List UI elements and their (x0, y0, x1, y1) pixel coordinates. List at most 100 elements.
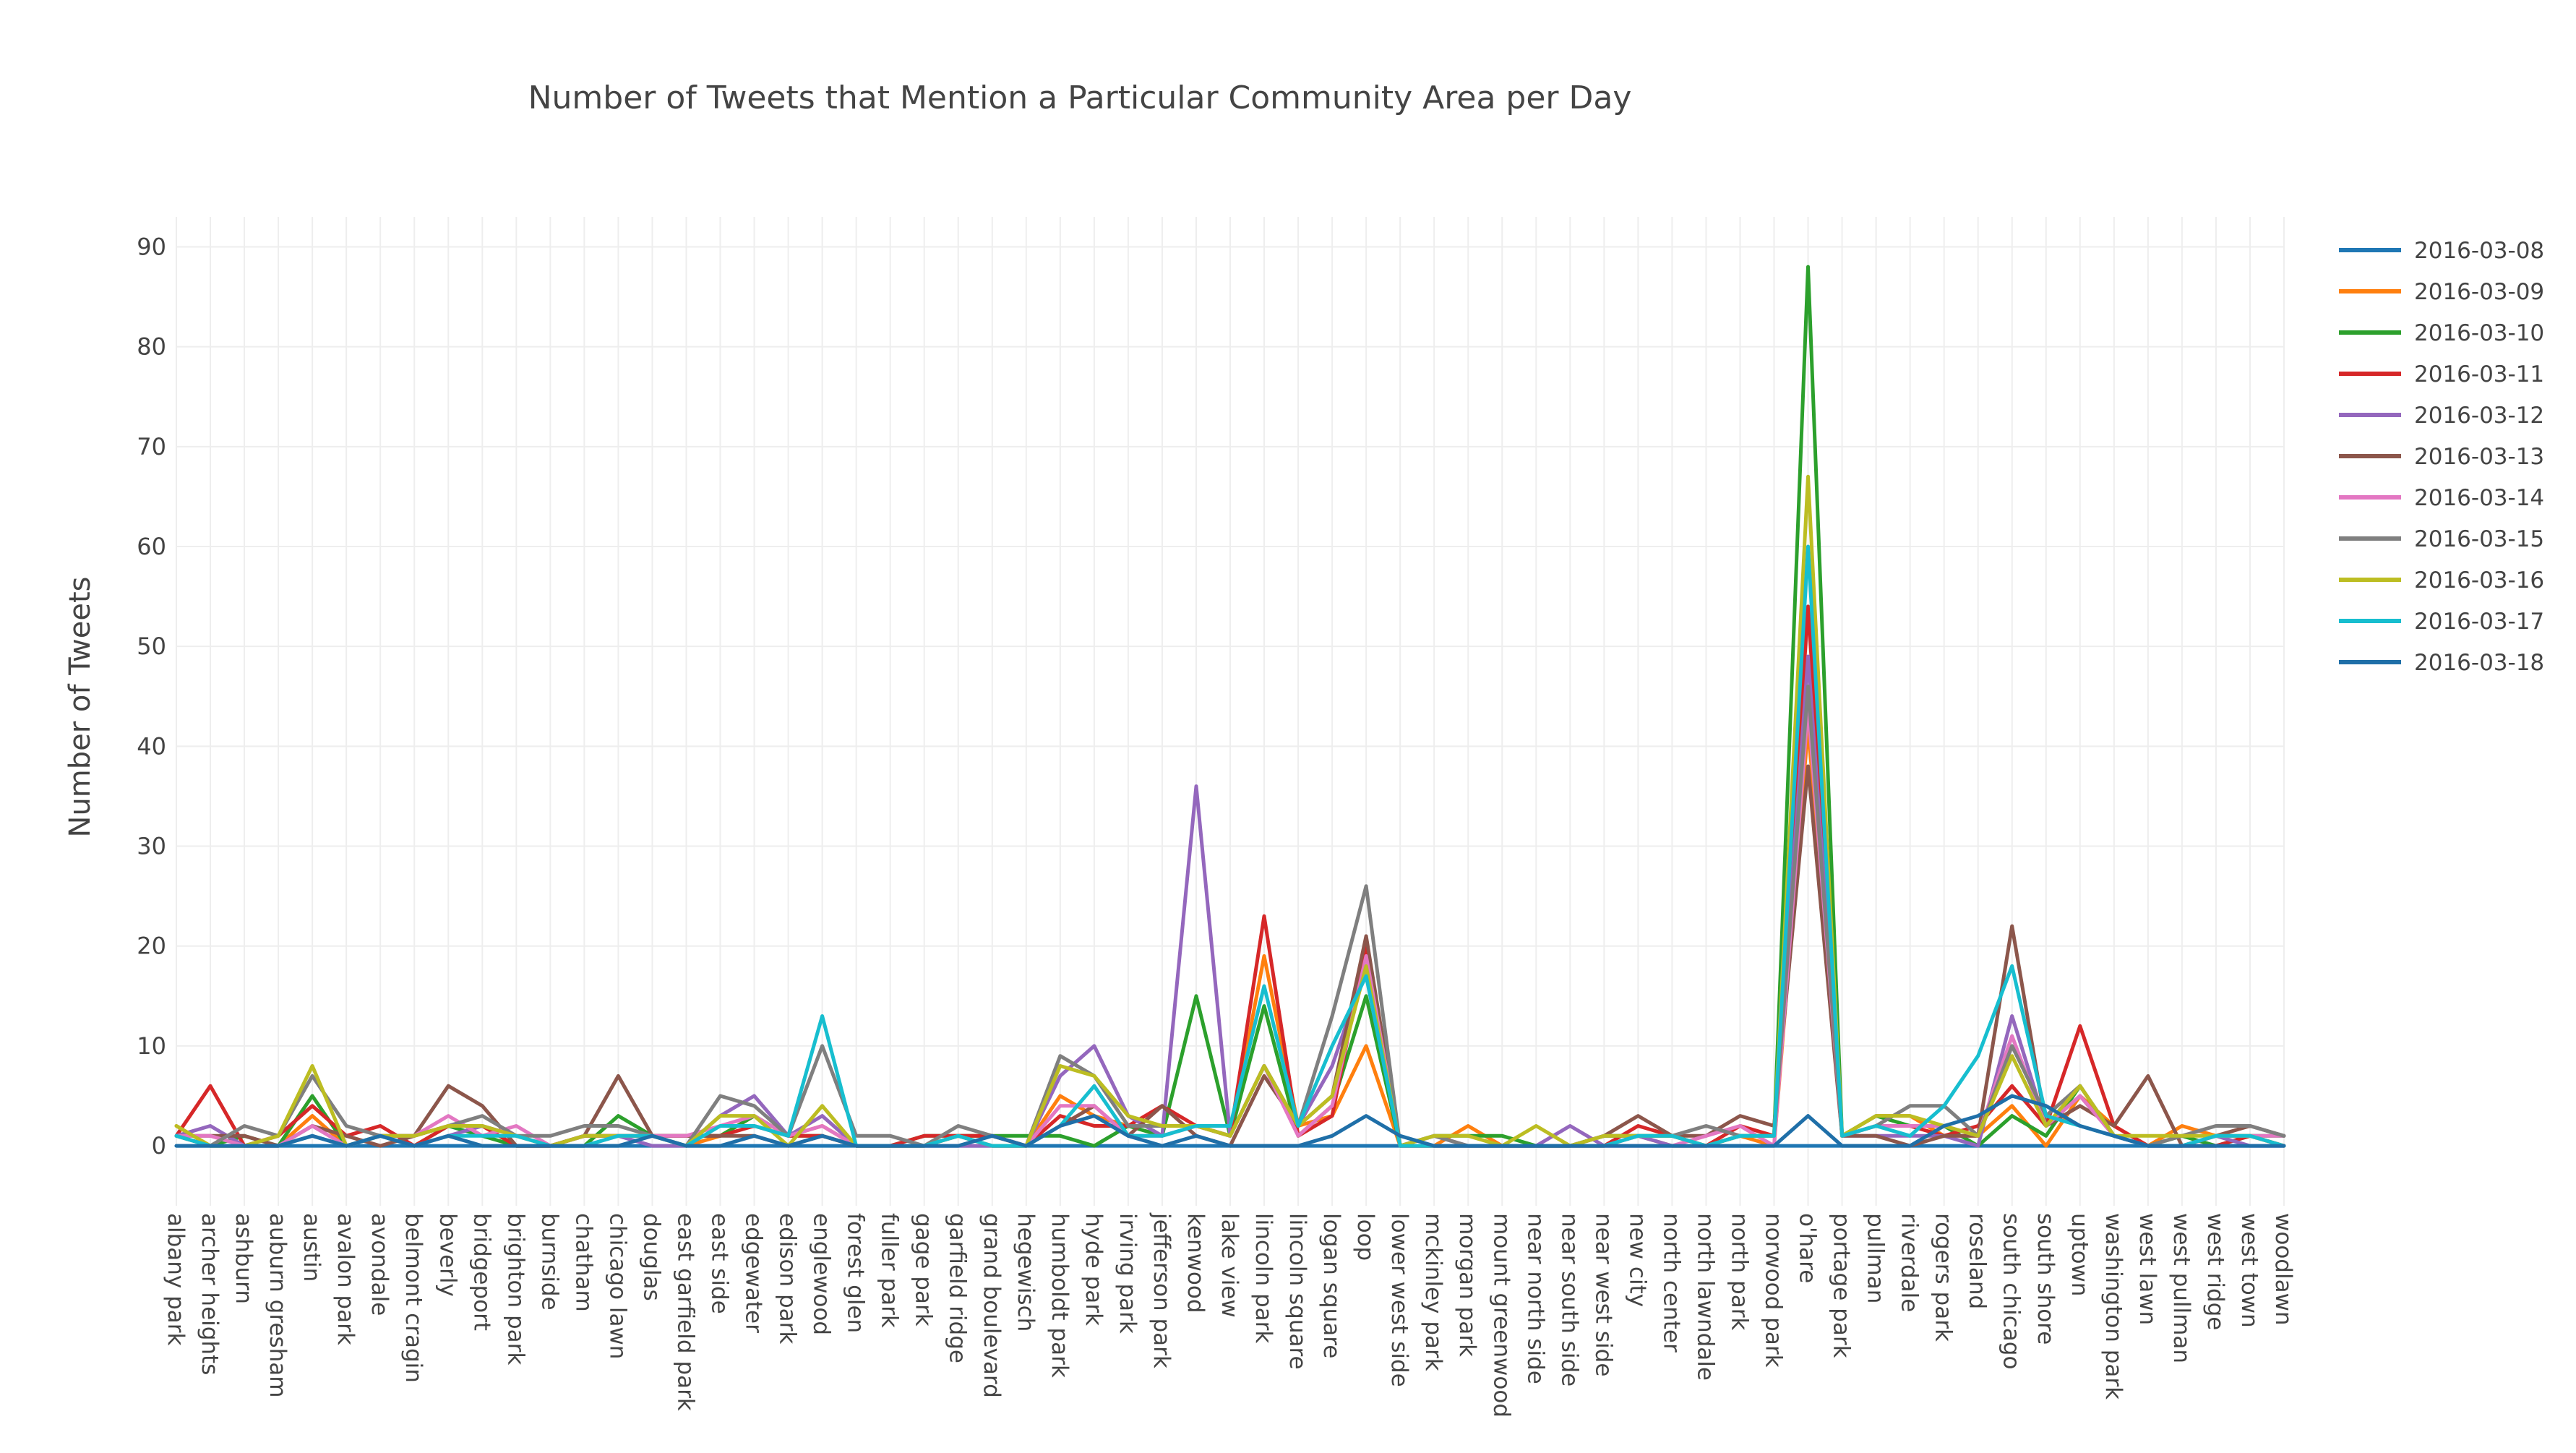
x-tick-label: ashburn (231, 1213, 257, 1304)
x-tick-label: kenwood (1182, 1213, 1208, 1313)
legend-label: 2016-03-13 (2414, 444, 2544, 470)
x-tick-label: gage park (911, 1213, 937, 1326)
legend-item-2016-03-18[interactable]: 2016-03-18 (2339, 650, 2544, 676)
legend-item-2016-03-17[interactable]: 2016-03-17 (2339, 609, 2544, 635)
x-tick-label: auburn gresham (265, 1213, 291, 1397)
legend-item-2016-03-10[interactable]: 2016-03-10 (2339, 320, 2544, 346)
series-line-2016-03-17 (174, 544, 2286, 1148)
chart-title: Number of Tweets that Mention a Particul… (528, 80, 1632, 116)
legend-item-2016-03-08[interactable]: 2016-03-08 (2339, 238, 2544, 264)
grid-layer (176, 217, 2285, 1206)
x-tick-label: bridgeport (468, 1213, 494, 1331)
x-tick-label: logan square (1318, 1213, 1344, 1358)
x-tick-label: forest glen (843, 1213, 869, 1333)
y-tick-label: 90 (137, 233, 166, 260)
x-tick-label: o'hare (1795, 1213, 1821, 1283)
x-tick-label: avalon park (332, 1213, 359, 1345)
x-tick-label: irving park (1115, 1213, 1141, 1334)
series-layer (174, 265, 2286, 1148)
x-tick-label: south chicago (1998, 1213, 2025, 1369)
x-tick-label: douglas (638, 1213, 664, 1301)
x-tick-label: beverly (434, 1213, 460, 1297)
legend-item-2016-03-13[interactable]: 2016-03-13 (2339, 444, 2544, 470)
y-axis-title: Number of Tweets (64, 577, 97, 838)
y-tick-label: 0 (152, 1132, 166, 1160)
x-tick-label: lincoln park (1250, 1213, 1276, 1343)
y-tick-label: 30 (137, 833, 166, 860)
y-tick-label: 70 (137, 433, 166, 460)
x-tick-label: mount greenwood (1488, 1213, 1514, 1418)
x-tick-label: grand boulevard (979, 1213, 1005, 1398)
x-tick-label: north park (1726, 1213, 1752, 1330)
x-tick-label: pullman (1863, 1213, 1889, 1303)
legend-item-2016-03-12[interactable]: 2016-03-12 (2339, 403, 2544, 429)
legend[interactable]: 2016-03-08 2016-03-09 2016-03-10 2016-03-11… (2339, 238, 2544, 676)
x-axis-ticks: albany park archer heights ashburn auburn g… (163, 1212, 2296, 1418)
x-tick-label: mckinley park (1420, 1213, 1446, 1371)
x-tick-label: roseland (1965, 1213, 1991, 1309)
y-tick-label: 80 (137, 333, 166, 361)
x-tick-label: west pullman (2168, 1213, 2194, 1363)
x-tick-label: chatham (570, 1213, 596, 1312)
legend-item-2016-03-15[interactable]: 2016-03-15 (2339, 526, 2544, 552)
x-tick-label: hegewisch (1013, 1213, 1039, 1332)
legend-label: 2016-03-14 (2414, 485, 2544, 511)
x-tick-label: near south side (1556, 1213, 1582, 1386)
x-tick-label: south shore (2032, 1213, 2058, 1345)
legend-label: 2016-03-11 (2414, 361, 2544, 387)
x-tick-label: austin (299, 1213, 325, 1282)
x-tick-label: hyde park (1081, 1213, 1107, 1326)
x-tick-label: norwood park (1761, 1213, 1787, 1368)
x-tick-label: englewood (809, 1213, 835, 1335)
y-axis-ticks: 0 10 20 30 40 50 60 70 80 90 (137, 233, 166, 1160)
legend-label: 2016-03-10 (2414, 320, 2544, 346)
y-tick-label: 20 (137, 933, 166, 960)
y-tick-label: 60 (137, 533, 166, 560)
x-tick-label: lower west side (1386, 1213, 1412, 1387)
x-tick-label: new city (1624, 1213, 1650, 1307)
legend-item-2016-03-16[interactable]: 2016-03-16 (2339, 567, 2544, 593)
x-tick-label: jefferson park (1149, 1212, 1175, 1368)
x-tick-label: west lawn (2134, 1213, 2160, 1325)
x-tick-label: rogers park (1931, 1213, 1957, 1342)
x-tick-label: east side (707, 1213, 733, 1314)
y-tick-label: 10 (137, 1032, 166, 1060)
x-tick-label: washington park (2100, 1213, 2126, 1400)
x-tick-label: loop (1352, 1213, 1378, 1261)
x-tick-label: chicago lawn (604, 1213, 630, 1359)
x-tick-label: belmont cragin (400, 1213, 426, 1383)
x-tick-label: east garfield park (672, 1213, 698, 1411)
x-tick-label: edison park (775, 1213, 801, 1344)
legend-label: 2016-03-18 (2414, 650, 2544, 676)
legend-label: 2016-03-09 (2414, 279, 2544, 305)
x-tick-label: morgan park (1454, 1213, 1480, 1357)
y-tick-label: 40 (137, 732, 166, 760)
legend-label: 2016-03-12 (2414, 403, 2544, 429)
x-tick-label: fuller park (877, 1213, 903, 1328)
x-tick-label: portage park (1829, 1213, 1855, 1358)
x-tick-label: garfield ridge (945, 1213, 971, 1363)
x-tick-label: humboldt park (1047, 1213, 1073, 1378)
x-tick-label: west ridge (2202, 1213, 2228, 1330)
x-tick-label: brighton park (502, 1213, 528, 1365)
x-tick-label: near west side (1590, 1213, 1616, 1376)
legend-item-2016-03-11[interactable]: 2016-03-11 (2339, 361, 2544, 387)
x-tick-label: north lawndale (1692, 1213, 1718, 1381)
legend-item-2016-03-14[interactable]: 2016-03-14 (2339, 485, 2544, 511)
x-tick-label: avondale (366, 1213, 392, 1316)
legend-item-2016-03-09[interactable]: 2016-03-09 (2339, 279, 2544, 305)
x-tick-label: albany park (163, 1213, 189, 1346)
legend-label: 2016-03-15 (2414, 526, 2544, 552)
x-tick-label: near north side (1522, 1213, 1548, 1384)
y-tick-label: 50 (137, 633, 166, 660)
x-tick-label: lake view (1216, 1213, 1242, 1318)
x-tick-label: burnside (536, 1213, 562, 1311)
x-tick-label: uptown (2066, 1213, 2092, 1296)
x-tick-label: archer heights (197, 1213, 223, 1375)
x-tick-label: lincoln square (1284, 1213, 1310, 1370)
x-tick-label: west town (2236, 1213, 2262, 1328)
series-line-2016-03-18 (174, 1094, 2286, 1148)
legend-label: 2016-03-16 (2414, 567, 2544, 593)
